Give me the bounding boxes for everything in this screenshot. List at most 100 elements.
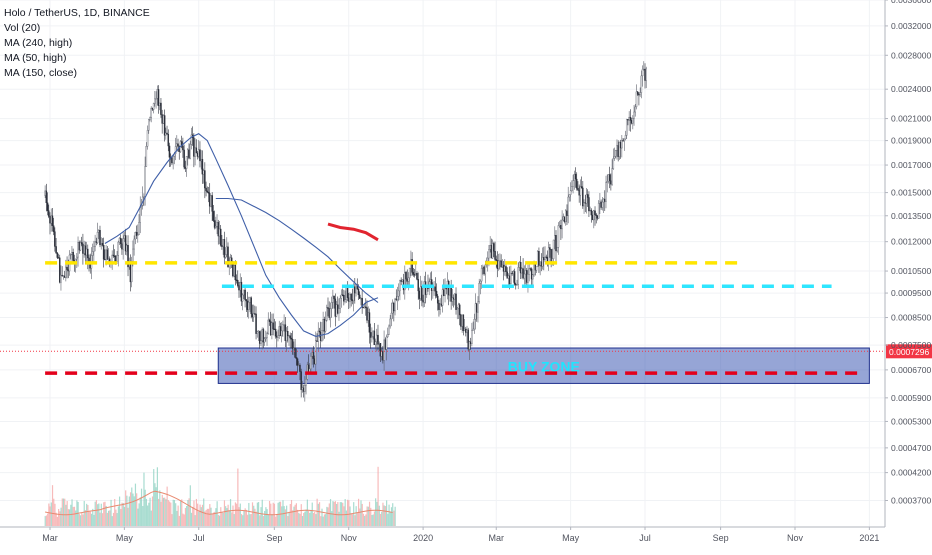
volume-bar bbox=[69, 509, 71, 526]
candle-body bbox=[389, 318, 391, 327]
volume-bar bbox=[268, 500, 271, 526]
volume-bar bbox=[138, 503, 140, 526]
volume-bar bbox=[338, 511, 340, 526]
volume-bar bbox=[325, 514, 327, 526]
candle-body bbox=[386, 334, 389, 338]
candle-body bbox=[577, 188, 579, 191]
candle-body bbox=[54, 231, 56, 247]
ma-line-2[interactable] bbox=[215, 197, 379, 303]
volume-bar bbox=[312, 512, 315, 526]
volume-bar bbox=[183, 514, 185, 526]
candle-body bbox=[58, 257, 61, 283]
volume-bar bbox=[299, 513, 301, 526]
candle-body bbox=[224, 254, 227, 258]
candle-body bbox=[235, 279, 238, 281]
time-axis[interactable]: Mar May Jul Sep Nov 2020 Mar May Jul Sep Nov 2021 bbox=[0, 526, 885, 543]
candle-body bbox=[441, 289, 444, 306]
volume-bar bbox=[379, 513, 382, 526]
candle-body bbox=[129, 264, 132, 283]
volume-bar bbox=[179, 501, 182, 526]
candle-body bbox=[579, 186, 582, 196]
candle-body bbox=[233, 264, 235, 277]
candle-body bbox=[222, 239, 224, 247]
candle-body bbox=[128, 264, 130, 268]
volume-bars bbox=[44, 466, 396, 526]
candle-body bbox=[227, 246, 229, 268]
candle-body bbox=[596, 215, 599, 219]
volume-bar bbox=[327, 507, 329, 526]
volume-bar bbox=[261, 499, 263, 526]
volume-bar bbox=[355, 506, 357, 526]
candle-body bbox=[512, 271, 515, 274]
candle-body bbox=[421, 286, 423, 301]
candle-body bbox=[484, 264, 487, 275]
candle-body bbox=[215, 226, 217, 228]
candle-body bbox=[345, 286, 348, 300]
volume-bar bbox=[62, 498, 65, 526]
candle-body bbox=[204, 170, 206, 189]
candle-body bbox=[184, 166, 187, 169]
ma-line-3[interactable] bbox=[327, 222, 379, 242]
candle-body bbox=[77, 242, 79, 258]
volume-bar bbox=[87, 505, 89, 526]
volume-bar bbox=[181, 499, 183, 526]
candle-body bbox=[527, 274, 529, 283]
candle-body bbox=[638, 94, 640, 96]
candle-body bbox=[452, 297, 455, 300]
price-axis[interactable]: 0.0036000 0.0032000 0.0028000 0.0024000 0.00… bbox=[884, 0, 931, 527]
candle-body bbox=[505, 266, 507, 273]
volume-bar bbox=[310, 509, 312, 526]
candle-body bbox=[205, 187, 207, 192]
volume-bar bbox=[192, 506, 194, 526]
candle-body bbox=[155, 98, 157, 100]
candle-body bbox=[329, 308, 332, 318]
price-tick-label: 0.0032000 bbox=[891, 21, 931, 31]
candle-body bbox=[305, 379, 307, 386]
candle-body bbox=[449, 286, 451, 296]
volume-bar bbox=[372, 514, 374, 526]
candle-body bbox=[476, 303, 478, 313]
candle-body bbox=[102, 245, 105, 260]
volume-bar bbox=[389, 511, 391, 526]
candle-body bbox=[256, 331, 259, 334]
legend-vol[interactable]: Vol (20) bbox=[4, 22, 41, 34]
candle-body bbox=[566, 210, 568, 216]
candle-body bbox=[368, 312, 371, 333]
ma-line-1[interactable] bbox=[104, 133, 379, 337]
candle-body bbox=[405, 272, 407, 280]
candle-body bbox=[177, 143, 179, 147]
candle-body bbox=[137, 234, 139, 236]
legend-ma-150[interactable]: MA (150, close) bbox=[4, 67, 77, 79]
candle-body bbox=[408, 267, 411, 279]
price-tick-label: 0.0005300 bbox=[891, 416, 931, 426]
candle-body bbox=[104, 258, 106, 261]
candle-body bbox=[315, 340, 317, 365]
volume-bar bbox=[64, 498, 66, 526]
candle-body bbox=[419, 286, 422, 299]
legend-ma-240[interactable]: MA (240, high) bbox=[4, 37, 73, 49]
candle-body bbox=[118, 237, 121, 243]
candle-body bbox=[616, 145, 618, 151]
volume-bar bbox=[214, 511, 216, 526]
candle-body bbox=[188, 149, 190, 159]
legend-symbol[interactable]: Holo / TetherUS, 1D, BINANCE bbox=[4, 7, 150, 19]
candle-body bbox=[506, 271, 508, 279]
volume-bar bbox=[243, 510, 245, 526]
candle-body bbox=[371, 336, 373, 338]
time-tick-label: Sep bbox=[713, 533, 729, 543]
candle-body bbox=[297, 364, 300, 367]
volume-bar bbox=[314, 511, 316, 526]
candle-body bbox=[554, 235, 556, 241]
candle-body bbox=[161, 114, 163, 124]
candle-body bbox=[629, 116, 632, 121]
price-tick-label: 0.0009500 bbox=[891, 288, 931, 298]
volume-bar bbox=[331, 511, 333, 526]
candle-body bbox=[158, 102, 161, 107]
candle-body bbox=[238, 285, 240, 291]
legend-ma-50[interactable]: MA (50, high) bbox=[4, 52, 67, 64]
buy-zone-box[interactable] bbox=[217, 347, 870, 384]
candle-body bbox=[163, 115, 166, 136]
candle-body bbox=[326, 307, 328, 321]
